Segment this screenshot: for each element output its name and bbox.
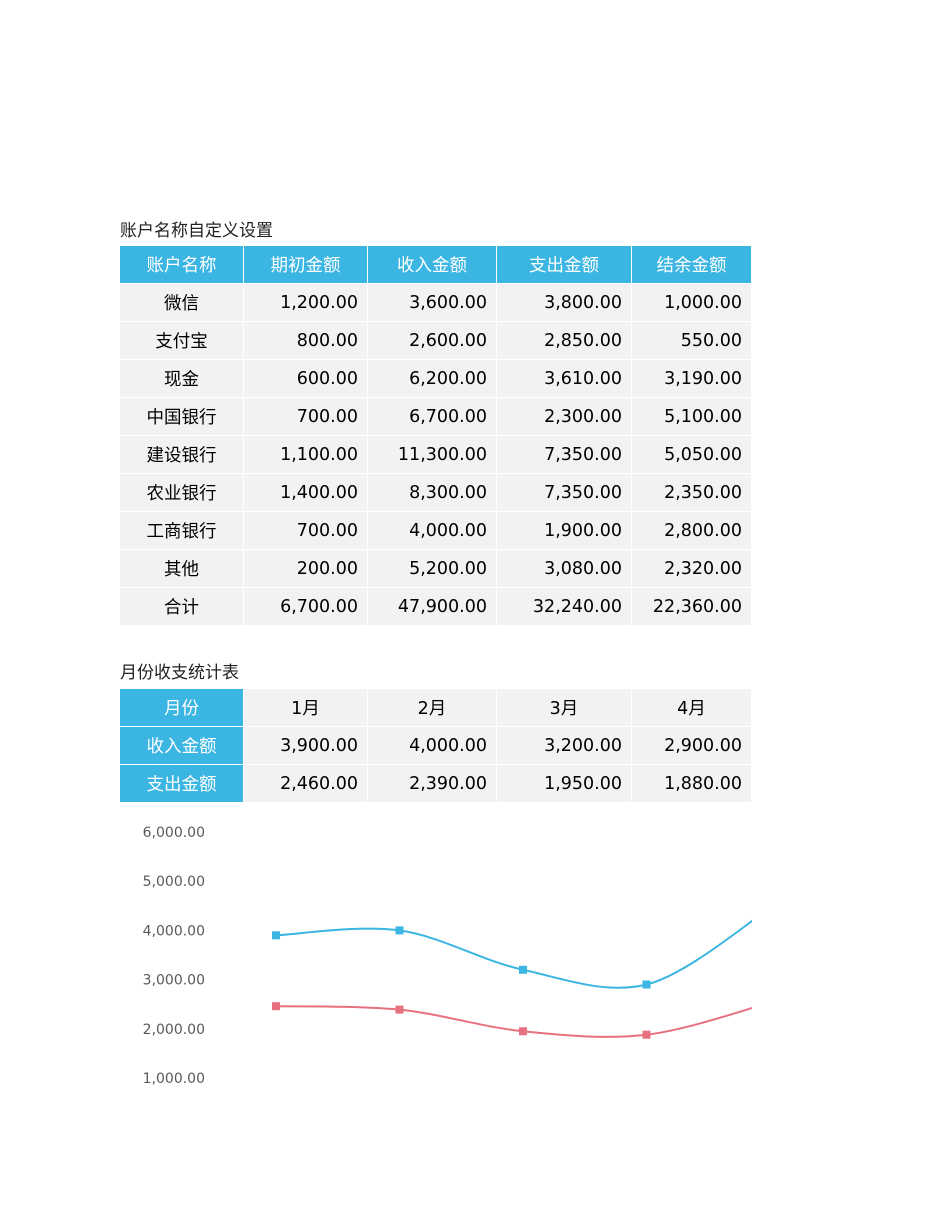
table-row: 农业银行 1,400.00 8,300.00 7,350.00 2,350.00: [119, 473, 752, 512]
account-name-cell: 中国银行: [119, 397, 244, 436]
account-table-title: 账户名称自定义设置: [120, 221, 273, 241]
amount-cell: 2,300.00: [496, 397, 632, 436]
amount-cell: 700.00: [243, 397, 368, 436]
income-cell: 4,000.00: [367, 726, 497, 765]
amount-cell: 2,350.00: [631, 473, 752, 512]
amount-cell: 3,610.00: [496, 359, 632, 398]
expense-cell: 1,880.00: [631, 764, 752, 803]
y-tick-label: 6,000.00: [143, 825, 205, 841]
table-row: 现金 600.00 6,200.00 3,610.00 3,190.00: [119, 359, 752, 398]
income-label: 收入金额: [119, 726, 244, 765]
amount-cell: 7,350.00: [496, 473, 632, 512]
month-cell: 4月: [631, 688, 752, 727]
amount-cell: 8,300.00: [367, 473, 497, 512]
y-tick-label: 5,000.00: [143, 874, 205, 890]
header-opening-amount: 期初金额: [243, 245, 368, 284]
y-tick-label: 2,000.00: [143, 1022, 205, 1038]
month-label: 月份: [119, 688, 244, 727]
income-series-line: [275, 919, 752, 989]
amount-cell: 2,850.00: [496, 321, 632, 360]
amount-cell: 5,050.00: [631, 435, 752, 474]
income-point-3月: [519, 965, 527, 974]
amount-cell: 5,100.00: [631, 397, 752, 436]
expense-point-2月: [395, 1005, 404, 1014]
account-name-cell: 支付宝: [119, 321, 244, 360]
table-row: 支付宝 800.00 2,600.00 2,850.00 550.00: [119, 321, 752, 360]
month-row: 月份 1月 2月 3月 4月: [119, 688, 752, 727]
amount-cell: 3,800.00: [496, 283, 632, 322]
table-row: 工商银行 700.00 4,000.00 1,900.00 2,800.00: [119, 511, 752, 550]
account-table: 账户名称 期初金额 收入金额 支出金额 结余金额 微信 1,200.00 3,600…: [119, 245, 752, 626]
amount-cell: 550.00: [631, 321, 752, 360]
amount-cell: 32,240.00: [496, 587, 632, 626]
expense-label: 支出金额: [119, 764, 244, 803]
amount-cell: 800.00: [243, 321, 368, 360]
header-income-amount: 收入金额: [367, 245, 497, 284]
account-name-cell: 现金: [119, 359, 244, 398]
header-balance-amount: 结余金额: [631, 245, 752, 284]
month-cell: 2月: [367, 688, 497, 727]
amount-cell: 11,300.00: [367, 435, 497, 474]
amount-cell: 1,000.00: [631, 283, 752, 322]
month-cell: 3月: [496, 688, 632, 727]
expense-point-3月: [519, 1027, 527, 1036]
amount-cell: 6,700.00: [243, 587, 368, 626]
amount-cell: 3,600.00: [367, 283, 497, 322]
amount-cell: 3,080.00: [496, 549, 632, 588]
amount-cell: 6,200.00: [367, 359, 497, 398]
y-tick-label: 3,000.00: [143, 973, 205, 989]
income-cell: 3,900.00: [243, 726, 368, 765]
account-name-cell: 微信: [119, 283, 244, 322]
expense-row: 支出金额 2,460.00 2,390.00 1,950.00 1,880.00: [119, 764, 752, 803]
amount-cell: 3,190.00: [631, 359, 752, 398]
income-cell: 3,200.00: [496, 726, 632, 765]
account-name-cell: 建设银行: [119, 435, 244, 474]
y-tick-label: 4,000.00: [143, 923, 205, 939]
amount-cell: 600.00: [243, 359, 368, 398]
header-account-name: 账户名称: [119, 245, 244, 284]
account-name-cell: 其他: [119, 549, 244, 588]
y-tick-label: 1,000.00: [143, 1071, 205, 1087]
income-cell: 2,900.00: [631, 726, 752, 765]
expense-cell: 2,460.00: [243, 764, 368, 803]
amount-cell: 200.00: [243, 549, 368, 588]
amount-cell: 4,000.00: [367, 511, 497, 550]
income-point-1月: [272, 931, 280, 940]
monthly-table: 月份 1月 2月 3月 4月 收入金额 3,900.00 4,000.00 3,…: [119, 688, 752, 803]
amount-cell: 2,600.00: [367, 321, 497, 360]
amount-cell: 1,100.00: [243, 435, 368, 474]
monthly-table-title: 月份收支统计表: [120, 663, 239, 683]
table-row: 中国银行 700.00 6,700.00 2,300.00 5,100.00: [119, 397, 752, 436]
table-row: 微信 1,200.00 3,600.00 3,800.00 1,000.00: [119, 283, 752, 322]
expense-point-1月: [272, 1002, 280, 1011]
amount-cell: 7,350.00: [496, 435, 632, 474]
total-row: 合计 6,700.00 47,900.00 32,240.00 22,360.00: [119, 587, 752, 626]
header-expense-amount: 支出金额: [496, 245, 632, 284]
table-row: 其他 200.00 5,200.00 3,080.00 2,320.00: [119, 549, 752, 588]
income-expense-line-chart: 6,000.00 5,000.00 4,000.00 3,000.00 2,000.00…: [143, 825, 752, 1087]
expense-cell: 2,390.00: [367, 764, 497, 803]
account-table-header-row: 账户名称 期初金额 收入金额 支出金额 结余金额: [119, 245, 752, 284]
amount-cell: 2,320.00: [631, 549, 752, 588]
amount-cell: 22,360.00: [631, 587, 752, 626]
amount-cell: 1,200.00: [243, 283, 368, 322]
expense-cell: 1,950.00: [496, 764, 632, 803]
amount-cell: 47,900.00: [367, 587, 497, 626]
amount-cell: 6,700.00: [367, 397, 497, 436]
account-name-cell: 农业银行: [119, 473, 244, 512]
income-point-2月: [395, 926, 404, 935]
expense-point-4月: [642, 1030, 651, 1039]
account-name-cell: 工商银行: [119, 511, 244, 550]
account-name-cell: 合计: [119, 587, 244, 626]
table-row: 建设银行 1,100.00 11,300.00 7,350.00 5,050.00: [119, 435, 752, 474]
amount-cell: 1,400.00: [243, 473, 368, 512]
amount-cell: 1,900.00: [496, 511, 632, 550]
amount-cell: 5,200.00: [367, 549, 497, 588]
income-point-4月: [642, 980, 651, 989]
amount-cell: 700.00: [243, 511, 368, 550]
income-row: 收入金额 3,900.00 4,000.00 3,200.00 2,900.00: [119, 726, 752, 765]
month-cell: 1月: [243, 688, 368, 727]
amount-cell: 2,800.00: [631, 511, 752, 550]
